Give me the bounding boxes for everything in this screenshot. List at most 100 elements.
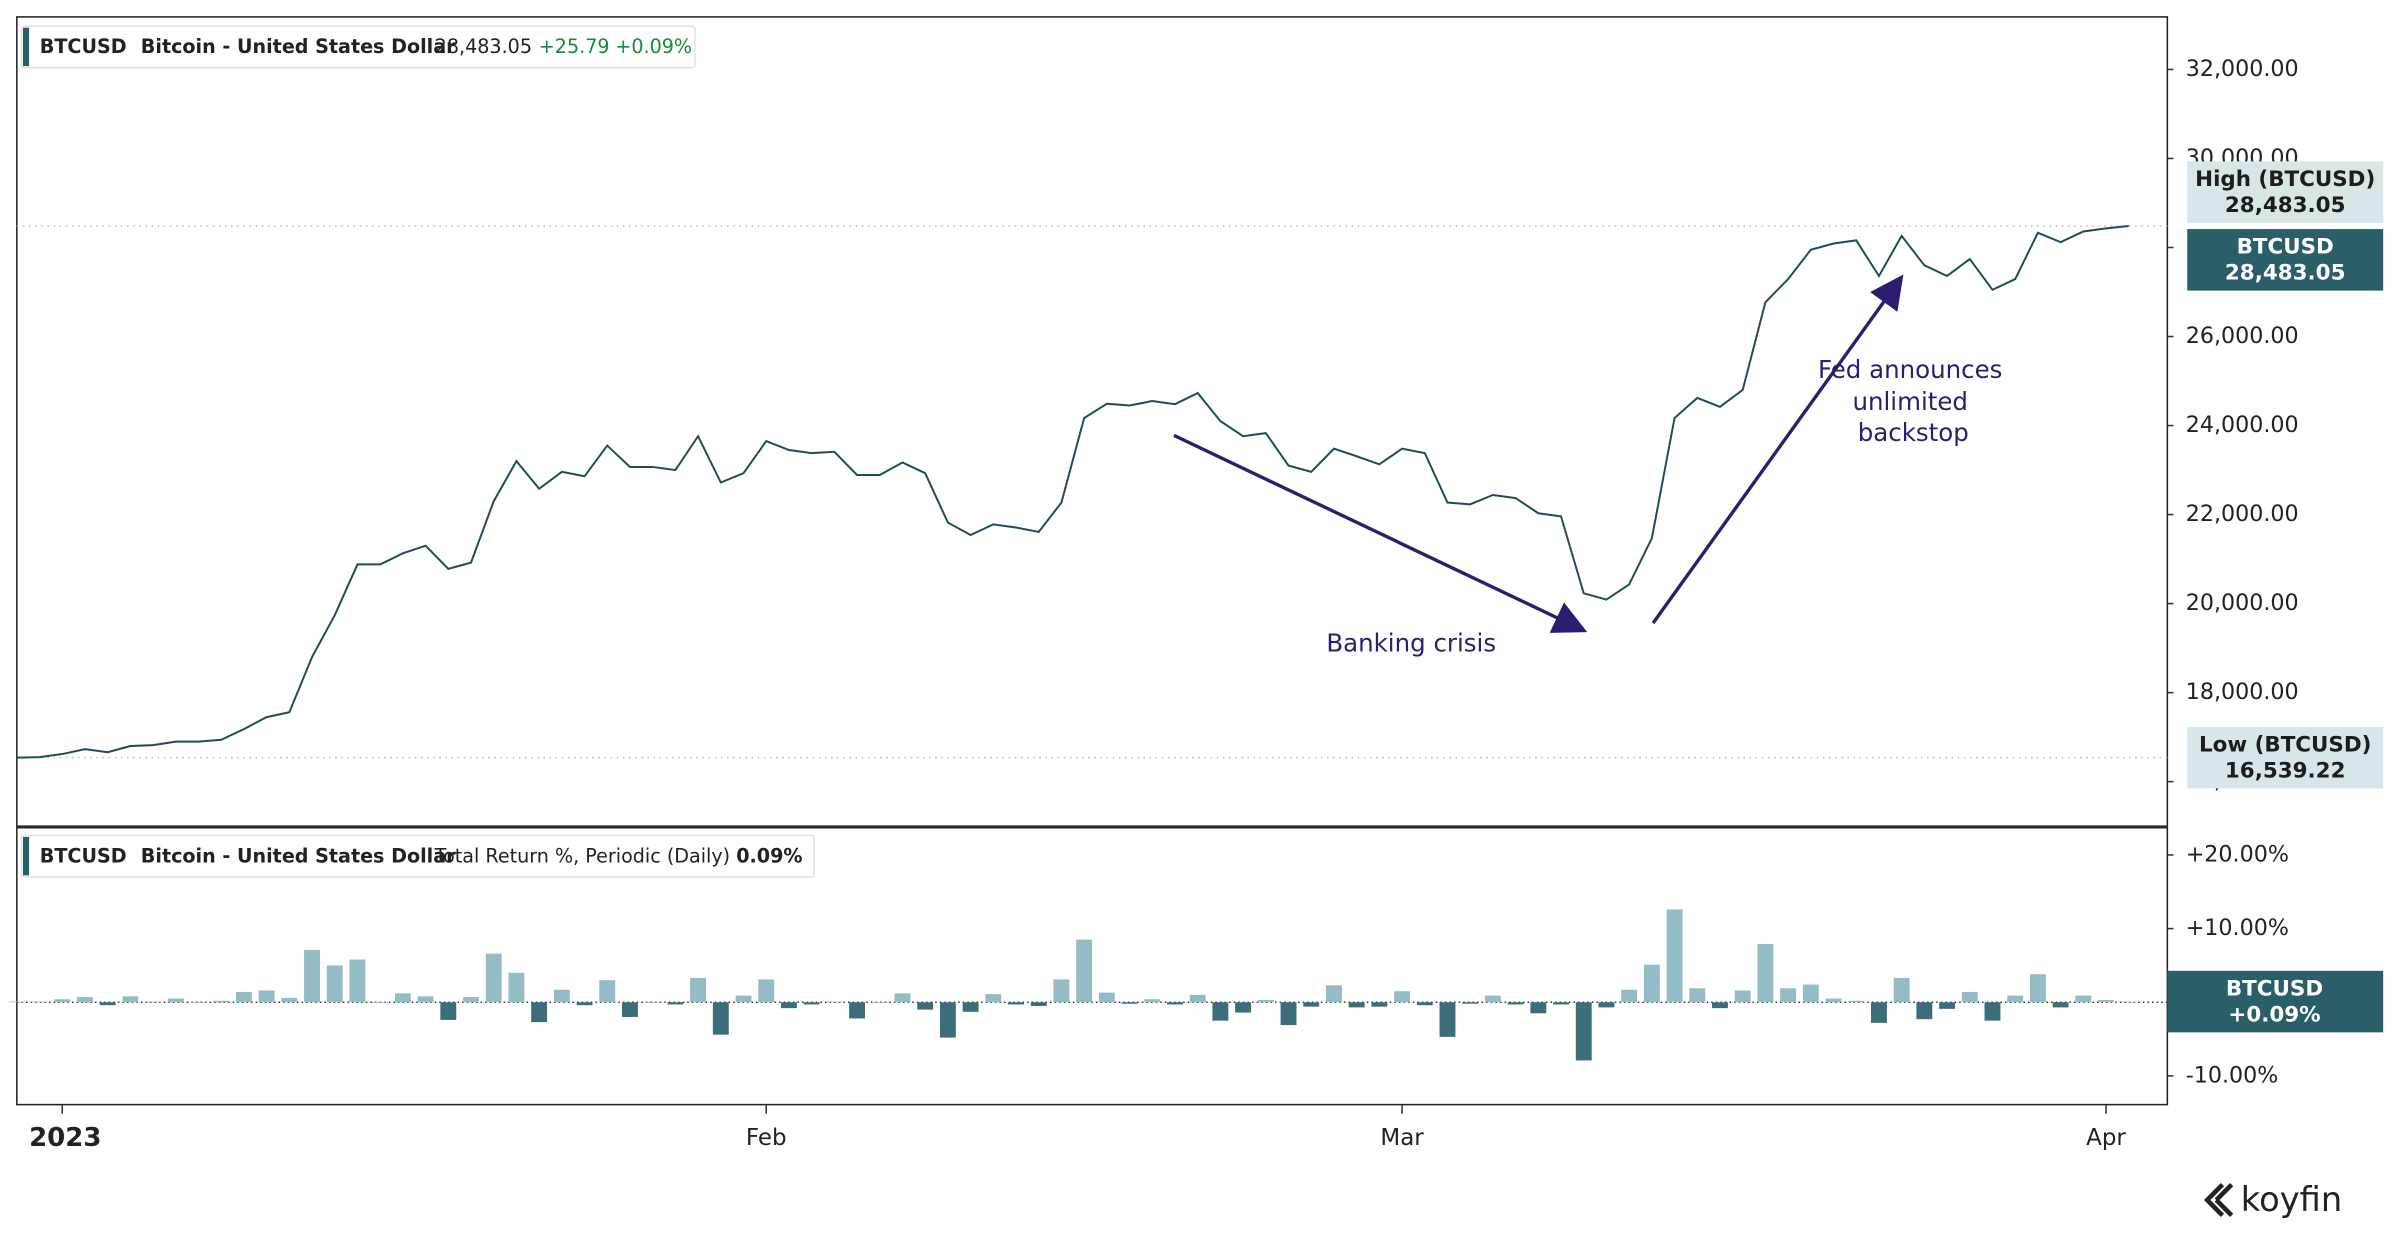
return-bar [1734,990,1751,1003]
badge-name: BTCUSD [2237,234,2334,259]
x-tick-label: Apr [2086,1125,2126,1151]
return-bar [599,980,616,1003]
badge-value: 28,483.05 [2225,193,2346,218]
return-bar [281,997,298,1003]
legend-price: 28,483.05 [435,35,532,58]
return-bar [54,999,71,1003]
logo-text: koyfin [2241,1180,2342,1219]
price-line [16,225,2129,759]
return-bar [1825,998,1842,1003]
return-bar [2052,1002,2069,1008]
return-bar [1257,1000,1274,1003]
return-bar [1666,909,1683,1003]
legend-name: Bitcoin - United States Dollar [141,844,456,867]
return-bar [1643,964,1660,1003]
return-bar [690,977,707,1003]
return-bar [2120,1001,2137,1003]
y-tick-label: 26,000.00 [2186,323,2299,349]
return-bar [8,1001,25,1003]
y-tick-label: 24,000.00 [2186,412,2299,438]
badge-value: 16,539.22 [2225,758,2346,783]
return-bar [1870,1002,1887,1023]
return-bar [1712,1002,1728,1009]
legend-change: +25.79 [539,35,610,58]
return-bar [531,1002,548,1023]
return-bar [917,1002,934,1010]
price-badge [2187,229,2384,291]
x-tick-label: 2023 [29,1123,101,1153]
y-tick-label: 32,000.00 [2186,56,2299,82]
return-bar [576,1002,593,1006]
y-tick-label: 20,000.00 [2186,590,2299,616]
return-bar [440,1002,457,1020]
return-bar [962,1002,979,1012]
return-bar [735,995,752,1003]
badge-name: Low (BTCUSD) [2199,732,2371,757]
return-bar [1984,1002,2001,1021]
return-bar [1598,1002,1615,1008]
logo-mark [2203,1182,2234,1218]
return-bar [1689,988,1706,1003]
return-badge [2167,970,2384,1033]
return-bar [2075,995,2092,1003]
price-pane [16,16,2169,827]
return-legend: BTCUSD Bitcoin - United States Dollar To… [20,834,816,878]
return-bar [1439,1002,1456,1037]
return-bar [1348,1002,1365,1008]
return-bar [939,1002,956,1038]
y-tick-label: -10.00% [2186,1062,2279,1088]
return-bar [1053,979,1070,1003]
annotation: unlimited [1852,387,1968,416]
return-bar [417,996,434,1003]
legend-change-pct: +0.09% [615,35,692,58]
y-tick-label: 22,000.00 [2186,501,2299,527]
return-bar [849,1002,866,1019]
return-bar [1507,1002,1524,1005]
return-bar [758,979,775,1003]
return-bar [780,1002,797,1009]
badge-value: +0.09% [2228,1002,2320,1027]
arrow [1173,433,1588,633]
return-bar [1189,994,1206,1003]
return-bar [1280,1002,1297,1026]
annotation: Fed announces [1818,355,2002,384]
return-bar [1780,988,1797,1003]
return-bar [99,1002,116,1006]
arrow [1651,274,1904,625]
return-bar [826,1001,843,1003]
return-bar [304,949,320,1003]
return-bar [1416,1002,1433,1006]
logo: koyfin [2203,1180,2342,1219]
y-tick-label: +10.00% [2186,915,2289,941]
return-bar [2029,974,2046,1003]
return-bar [1553,1002,1569,1005]
return-bar [372,1002,389,1004]
price-legend: BTCUSD Bitcoin - United States Dollar 28… [20,25,696,69]
return-bar [145,1001,162,1003]
price-badge [2187,161,2384,223]
return-bar [1530,1002,1547,1014]
price-badge [2187,726,2384,789]
return-bar [1303,1002,1320,1007]
return-bar [1893,977,1910,1003]
annotations: Banking crisis Fed announces unlimited b… [1173,274,2002,658]
return-bar [1098,992,1115,1003]
legend-last: 0.09% [736,844,802,867]
return-bar [1757,944,1774,1003]
legend-box [20,834,816,878]
return-bar [485,953,502,1003]
return-bar [235,991,252,1003]
return-bar [2098,1000,2114,1003]
return-bar [712,1002,729,1035]
return-bar [122,996,139,1003]
annotation: backstop [1858,418,1969,447]
return-bar [622,1002,638,1017]
legend-name: Bitcoin - United States Dollar [141,35,456,58]
return-bar [894,993,911,1003]
return-bar [1121,1002,1138,1004]
return-bar [326,965,343,1003]
legend-measure: Total Return %, Periodic (Daily) [434,844,730,867]
annotation: Banking crisis [1326,629,1496,658]
legend-box [20,25,696,69]
